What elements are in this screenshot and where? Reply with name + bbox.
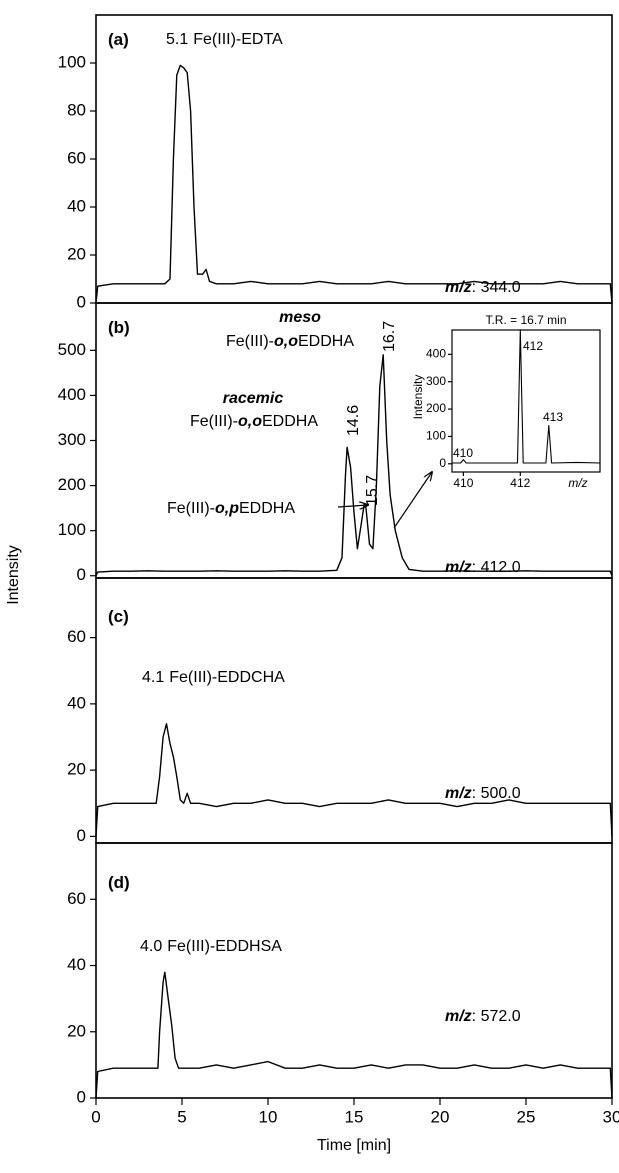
name-part: EDDHA xyxy=(298,333,354,350)
peak-annotation: 4.1 Fe(III)-EDDCHA xyxy=(142,669,285,686)
peak-label: 410 xyxy=(453,446,473,460)
compound-name: Fe(III)-o,oEDDHA xyxy=(190,413,318,430)
trace xyxy=(95,354,613,576)
compound-name: Fe(III)-EDDCHA xyxy=(169,669,285,686)
panel-label: (c) xyxy=(108,607,129,626)
panel-frame xyxy=(95,842,613,1099)
y-tick-label: 0 xyxy=(439,456,446,470)
trace xyxy=(95,723,613,837)
ion-label: m/z: 500.0 xyxy=(445,785,521,802)
name-part: EDDHA xyxy=(239,500,295,517)
y-tick-label: 100 xyxy=(58,52,86,71)
inset-title: T.R. = 16.7 min xyxy=(485,313,566,327)
compound-name: Fe(III)-o,pEDDHA xyxy=(167,500,295,517)
peak-label: 412 xyxy=(523,339,543,353)
peak-annotation: 4.0 Fe(III)-EDDHSA xyxy=(140,938,282,955)
retention-time: 4.0 xyxy=(140,938,162,955)
y-tick-label: 300 xyxy=(58,430,86,449)
peak-label: 413 xyxy=(543,410,563,424)
retention-time: 14.6 xyxy=(345,405,362,436)
name-part: o,o xyxy=(238,413,262,430)
x-tick-label: 412 xyxy=(510,476,530,490)
x-tick-label: 410 xyxy=(453,476,473,490)
retention-time: 16.7 xyxy=(381,321,398,352)
y-tick-label: 40 xyxy=(67,693,86,712)
y-tick-label: 60 xyxy=(67,889,86,908)
ion-value: : 572.0 xyxy=(472,1008,521,1025)
ion-label: m/z: 572.0 xyxy=(445,1008,521,1025)
y-tick-label: 400 xyxy=(58,385,86,404)
inset-frame xyxy=(451,329,601,473)
retention-time: 15.7 xyxy=(364,475,381,506)
inset-x-label: m/z xyxy=(568,476,587,490)
ion-value: : 344.0 xyxy=(472,279,521,296)
y-tick-label: 20 xyxy=(67,760,86,779)
y-tick-label: 0 xyxy=(77,1087,86,1106)
y-tick-label: 500 xyxy=(58,340,86,359)
ion-label: m/z: 412.0 xyxy=(445,559,521,576)
y-axis-label: Intensity xyxy=(5,545,22,605)
isomer-label: meso xyxy=(279,309,321,326)
panel-label: (d) xyxy=(108,873,130,892)
panel-label: (a) xyxy=(108,30,129,49)
x-tick-label: 10 xyxy=(259,1107,278,1126)
x-tick-label: 15 xyxy=(345,1107,364,1126)
x-tick-label: 5 xyxy=(177,1107,186,1126)
trace xyxy=(452,329,601,464)
trace xyxy=(95,971,613,1099)
y-tick-label: 0 xyxy=(77,292,86,311)
y-tick-label: 80 xyxy=(67,100,86,119)
retention-time: 5.1 xyxy=(166,31,188,48)
compound-name: Fe(III)-EDDHSA xyxy=(167,938,282,955)
y-tick-label: 100 xyxy=(58,520,86,539)
x-tick-label: 30 xyxy=(603,1107,619,1126)
ion-value: : 412.0 xyxy=(472,559,521,576)
compound-name: Fe(III)-o,oEDDHA xyxy=(226,333,354,350)
y-tick-label: 200 xyxy=(426,401,446,415)
ion-name: m/z xyxy=(445,1008,472,1025)
y-tick-label: 40 xyxy=(67,955,86,974)
y-tick-label: 60 xyxy=(67,627,86,646)
name-part: o,p xyxy=(215,500,239,517)
y-tick-label: 400 xyxy=(426,347,446,361)
isomer-label: racemic xyxy=(223,390,284,407)
y-tick-label: 300 xyxy=(426,374,446,388)
inset-arrow xyxy=(393,472,432,529)
ion-name: m/z xyxy=(445,785,472,802)
x-axis-label: Time [min] xyxy=(317,1137,391,1154)
x-tick-label: 20 xyxy=(431,1107,450,1126)
x-tick-label: 25 xyxy=(517,1107,536,1126)
y-tick-label: 0 xyxy=(77,565,86,584)
ion-name: m/z xyxy=(445,559,472,576)
ion-value: : 500.0 xyxy=(472,785,521,802)
ion-name: m/z xyxy=(445,279,472,296)
x-tick-label: 0 xyxy=(91,1107,100,1126)
y-tick-label: 60 xyxy=(67,148,86,167)
y-tick-label: 200 xyxy=(58,475,86,494)
y-tick-label: 20 xyxy=(67,1021,86,1040)
trace xyxy=(95,64,613,304)
name-part: Fe(III)- xyxy=(167,500,215,517)
y-tick-label: 100 xyxy=(426,429,446,443)
name-part: Fe(III)- xyxy=(226,333,274,350)
name-part: Fe(III)- xyxy=(190,413,238,430)
y-tick-label: 40 xyxy=(67,196,86,215)
ion-label: m/z: 344.0 xyxy=(445,279,521,296)
name-part: EDDHA xyxy=(262,413,318,430)
panel-label: (b) xyxy=(108,318,130,337)
inset-y-label: Intensity xyxy=(411,375,425,420)
name-part: o,o xyxy=(274,333,298,350)
compound-name: Fe(III)-EDTA xyxy=(193,31,283,48)
peak-annotation: 5.1 Fe(III)-EDTA xyxy=(166,31,283,48)
y-tick-label: 0 xyxy=(77,826,86,845)
y-tick-label: 20 xyxy=(67,244,86,263)
retention-time: 4.1 xyxy=(142,669,164,686)
